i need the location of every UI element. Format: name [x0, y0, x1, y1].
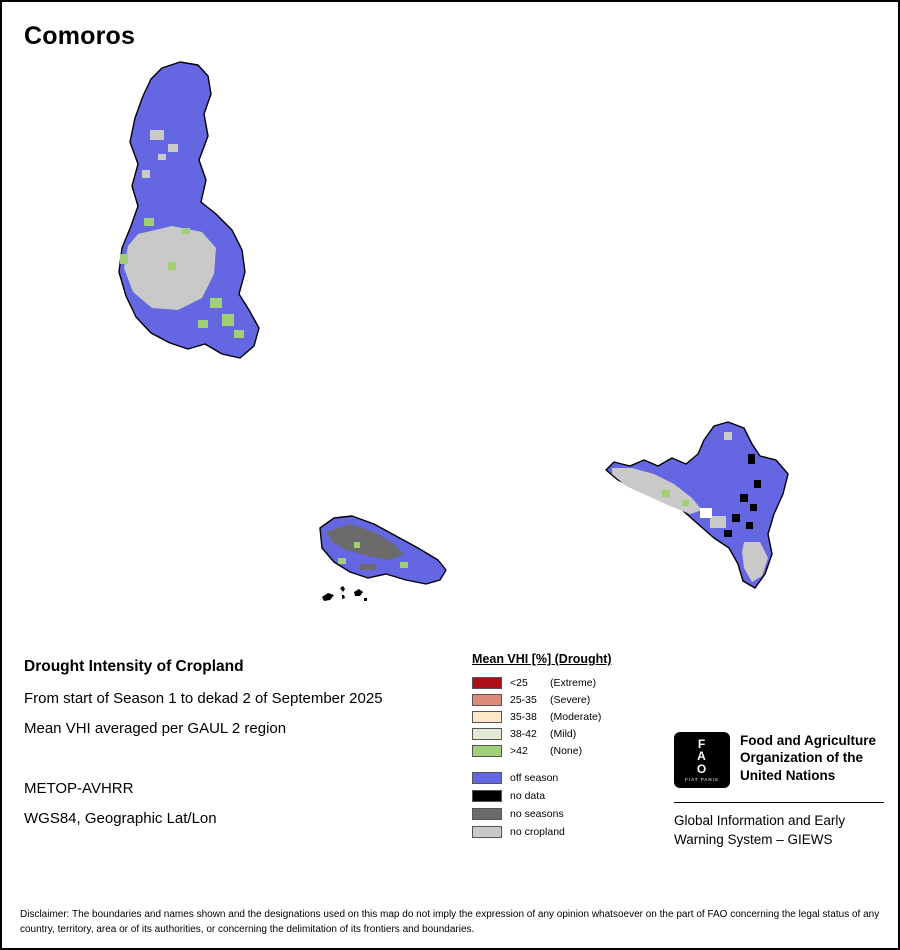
legend-label: no cropland: [510, 826, 565, 838]
island-anjouan: [605, 421, 789, 589]
legend-value: 35-38: [510, 710, 537, 723]
map-subtitle-method: Mean VHI averaged per GAUL 2 region: [24, 720, 287, 737]
legend-row-no-data: no data: [472, 787, 702, 805]
legend-label: no seasons: [510, 808, 564, 820]
legend-label: no data: [510, 790, 546, 802]
legend-row-extreme: <25 (Extreme): [472, 674, 702, 691]
map-subtitle-period: From start of Season 1 to dekad 2 of Sep…: [24, 690, 383, 707]
map-projection: WGS84, Geographic Lat/Lon: [24, 810, 217, 827]
swatch-no-cropland: [472, 826, 502, 838]
comoros-map: [118, 61, 789, 601]
legend-value: >42: [510, 744, 528, 757]
island-grande-comore: [118, 61, 260, 359]
legend-row-none: >42 (None): [472, 742, 702, 759]
fao-org-name: Food and Agriculture Organization of the…: [740, 733, 876, 783]
island-moheli: [319, 515, 447, 601]
swatch-extreme: [472, 676, 502, 689]
disclaimer-text: Disclaimer: The boundaries and names sho…: [20, 909, 880, 935]
swatch-off-season: [472, 772, 502, 784]
grande-comore-green-specks: [120, 218, 244, 338]
grande-comore-gray-specks: [142, 130, 178, 178]
fao-logo-letters: F A O: [696, 736, 708, 776]
legend-row-no-seasons: no seasons: [472, 805, 702, 823]
legend-row-no-cropland: no cropland: [472, 823, 702, 841]
map-source: METOP-AVHRR: [24, 780, 134, 797]
legend-title: Mean VHI [%] (Drought): [472, 652, 612, 666]
moheli-specks: [338, 542, 408, 570]
giews-label: Global Information and Early Warning Sys…: [674, 813, 846, 847]
legend-row-severe: 25-35 (Severe): [472, 691, 702, 708]
fao-logo-motto: FIAT PANIS: [685, 777, 719, 783]
swatch-no-seasons: [472, 808, 502, 820]
legend-label: (Extreme): [550, 676, 597, 689]
swatch-no-data: [472, 790, 502, 802]
swatch-severe: [472, 693, 502, 706]
legend-row-moderate: 35-38 (Moderate): [472, 708, 702, 725]
legend-row-off-season: off season: [472, 769, 702, 787]
legend-value: <25: [510, 676, 528, 689]
legend-label: off season: [510, 772, 559, 784]
legend-label: (None): [550, 744, 583, 757]
anjouan-no-cropland-south: [742, 542, 768, 582]
legend: Mean VHI [%] (Drought) <25 (Extreme) 25-…: [472, 652, 702, 841]
footer-divider: [674, 802, 884, 803]
legend-label: (Mild): [550, 727, 577, 740]
legend-value: 38-42: [510, 727, 537, 740]
map-title: Drought Intensity of Cropland: [24, 658, 244, 675]
legend-value: 25-35: [510, 693, 537, 706]
moheli-islets: [322, 586, 367, 601]
page-title: Comoros: [24, 22, 136, 50]
anjouan-specks: [662, 432, 761, 537]
swatch-moderate: [472, 710, 502, 723]
legend-label: (Severe): [550, 693, 591, 706]
legend-row-mild: 38-42 (Mild): [472, 725, 702, 742]
legend-label: (Moderate): [550, 710, 602, 723]
anjouan-no-cropland-west: [612, 468, 702, 514]
grande-comore-outline: [118, 61, 260, 359]
fao-logo-icon: F A O FIAT PANIS: [674, 732, 730, 788]
swatch-mild: [472, 727, 502, 740]
moheli-no-seasons: [326, 524, 404, 560]
swatch-none: [472, 744, 502, 757]
